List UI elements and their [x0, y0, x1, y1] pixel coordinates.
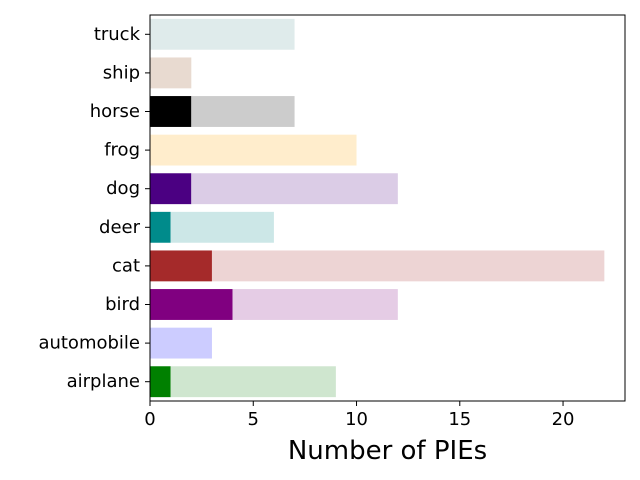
x-tick-label: 0 [144, 409, 155, 430]
bar-bird-segment-2 [232, 289, 398, 320]
y-tick-label: cat [112, 255, 140, 276]
x-axis-title: Number of PIEs [288, 436, 487, 466]
bar-cat-segment-2 [211, 250, 605, 282]
bar-deer-segment-2 [170, 211, 274, 243]
bar-automobile-segment-2 [150, 327, 212, 359]
bar-frog-segment-2 [150, 134, 357, 166]
bar-airplane-segment-1 [150, 366, 171, 398]
y-tick-label: horse [90, 101, 140, 122]
bar-dog-segment-2 [191, 173, 398, 205]
bar-airplane-segment-2 [170, 366, 336, 398]
y-tick-label: truck [94, 24, 141, 45]
bar-ship-segment-2 [150, 57, 192, 89]
y-tick-label: frog [104, 140, 140, 161]
y-tick-label: ship [103, 62, 140, 83]
bar-horse-segment-2 [191, 96, 295, 127]
bar-truck-segment-2 [150, 18, 295, 50]
bar-dog-segment-1 [150, 173, 192, 205]
y-axis-ticks: airplane automobile bird cat deer dog frog hors… [38, 24, 150, 392]
x-tick-label: 20 [552, 409, 575, 430]
y-tick-label: bird [105, 294, 140, 315]
bar-bird-segment-1 [150, 289, 233, 320]
y-tick-label: dog [106, 178, 140, 199]
bar-deer-segment-1 [150, 211, 171, 243]
plot-frame [149, 14, 626, 402]
bar-group [150, 18, 605, 398]
x-tick-label: 10 [345, 409, 368, 430]
bar-horse-segment-1 [150, 96, 192, 127]
y-tick-label: automobile [38, 333, 140, 354]
x-tick-label: 5 [248, 409, 259, 430]
y-tick-label: deer [99, 217, 141, 238]
y-tick-label: airplane [67, 371, 140, 392]
x-axis-ticks: 0 5 10 15 20 [144, 401, 574, 430]
x-tick-label: 15 [448, 409, 471, 430]
plot-background [150, 15, 625, 401]
bar-cat-segment-1 [150, 250, 212, 282]
